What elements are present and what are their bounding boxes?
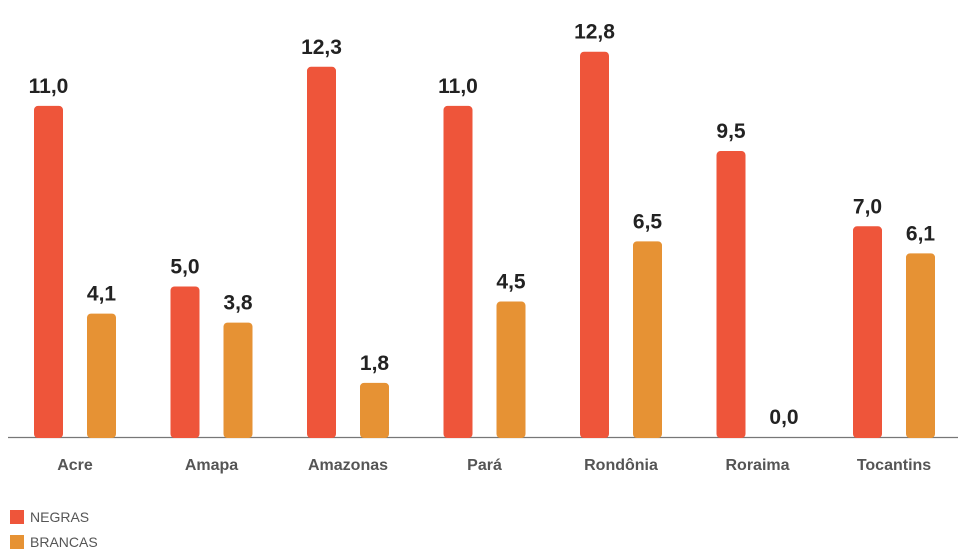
legend-item-brancas: BRANCAS xyxy=(10,532,98,551)
legend-label-negras: NEGRAS xyxy=(30,508,90,525)
value-label-brancas-para: 4,5 xyxy=(496,271,526,294)
category-label-roraima: Roraima xyxy=(725,457,789,474)
category-label-tocantins: Tocantins xyxy=(857,457,931,474)
value-label-negras-rondonia: 12,8 xyxy=(574,21,615,44)
category-label-acre: Acre xyxy=(57,457,93,474)
value-label-negras-amapa: 5,0 xyxy=(170,256,199,279)
bar-brancas-para xyxy=(496,301,526,438)
bars-group xyxy=(34,51,935,439)
category-label-amapa: Amapa xyxy=(185,457,238,474)
legend-swatch-negras xyxy=(10,509,24,524)
value-label-negras-acre: 11,0 xyxy=(29,75,69,98)
value-label-brancas-rondonia: 6,5 xyxy=(633,210,663,233)
bar-negras-acre xyxy=(34,105,63,439)
category-label-para: Pará xyxy=(467,457,502,474)
bar-brancas-amapa xyxy=(223,322,253,438)
bar-negras-rondonia xyxy=(580,51,609,438)
legend-label-brancas: BRANCAS xyxy=(30,533,98,550)
value-label-brancas-roraima: 0,0 xyxy=(769,406,798,429)
legend-swatch-brancas xyxy=(10,534,24,549)
legend-item-negras: NEGRAS xyxy=(10,507,98,526)
bar-negras-roraima xyxy=(716,151,746,439)
bar-brancas-rondonia xyxy=(633,241,662,438)
bar-negras-amazonas xyxy=(307,66,336,439)
bar-negras-tocantins xyxy=(853,226,882,438)
value-label-negras-para: 11,0 xyxy=(438,75,478,98)
value-label-negras-roraima: 9,5 xyxy=(716,120,746,143)
value-labels-group: 11,0 4,1 5,0 3,8 12,3 1,8 11,0 4,5 12,8 6,5 9,5 0,0… xyxy=(29,21,936,429)
bar-brancas-acre xyxy=(87,313,116,438)
value-label-brancas-acre: 4,1 xyxy=(87,283,117,306)
value-label-negras-amazonas: 12,3 xyxy=(301,36,342,59)
bar-brancas-amazonas xyxy=(360,382,389,438)
bar-brancas-tocantins xyxy=(906,253,935,438)
category-labels-group: Acre Amapa Amazonas Pará Rondônia Roraima Toca… xyxy=(57,457,931,474)
value-label-brancas-amazonas: 1,8 xyxy=(360,352,390,375)
bar-chart: 11,0 4,1 5,0 3,8 12,3 1,8 11,0 4,5 12,8 6,5 9,5 0,0… xyxy=(8,21,958,474)
category-label-amazonas: Amazonas xyxy=(308,457,388,474)
value-label-negras-tocantins: 7,0 xyxy=(853,195,882,218)
value-label-brancas-amapa: 3,8 xyxy=(223,292,253,315)
bar-negras-amapa xyxy=(170,286,200,438)
bar-negras-para xyxy=(443,105,473,439)
legend: NEGRAS BRANCAS xyxy=(10,507,98,557)
category-label-rondonia: Rondônia xyxy=(584,457,658,474)
value-label-brancas-tocantins: 6,1 xyxy=(906,222,936,245)
